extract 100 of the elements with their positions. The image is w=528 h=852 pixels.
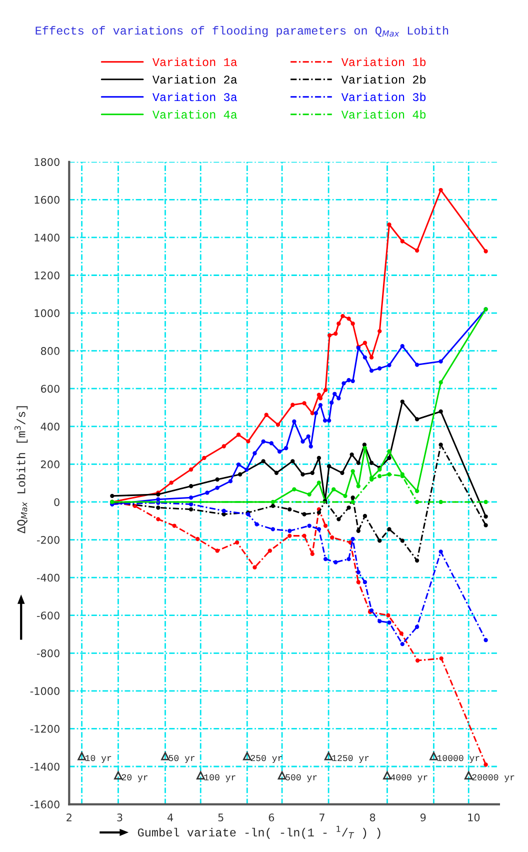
point (414, 488, 420, 494)
point (362, 514, 368, 518)
point (156, 517, 160, 522)
point (270, 527, 276, 532)
point (215, 548, 220, 553)
point (205, 490, 210, 495)
point (323, 524, 328, 528)
point (484, 249, 488, 254)
point (310, 470, 314, 475)
point (307, 524, 312, 528)
point (188, 496, 194, 500)
point (228, 479, 233, 484)
y-tick-label: 600 (40, 384, 60, 393)
point (316, 392, 322, 397)
point (330, 400, 334, 405)
ref-line-label: 1250 yr (332, 754, 369, 763)
point (386, 613, 390, 618)
point (314, 411, 318, 416)
point (484, 500, 488, 504)
point (378, 329, 382, 334)
point (414, 558, 420, 563)
ref-line-label: 20000 yr (472, 774, 514, 782)
point (330, 535, 334, 540)
y-tick-label: -200 (37, 536, 60, 544)
legend-label: Variation 1b (341, 57, 426, 66)
point (334, 332, 338, 336)
point (326, 418, 332, 423)
point (252, 451, 257, 456)
legend-label: Variation 4b (341, 110, 426, 119)
point (336, 517, 341, 522)
point (290, 459, 295, 464)
ref-line-label: 10 yr (85, 754, 112, 763)
point (336, 322, 341, 326)
x-tick-label: 3 (117, 814, 122, 822)
point (350, 536, 355, 542)
y-tick-label: 1200 (34, 271, 60, 280)
point (340, 470, 344, 475)
point (387, 472, 392, 476)
point (399, 631, 404, 636)
point (215, 486, 220, 490)
point (356, 580, 360, 584)
point (302, 401, 306, 406)
x-tick-label: 7 (320, 814, 324, 822)
point (356, 570, 360, 574)
legend-label: Variation 2a (152, 74, 238, 84)
point (288, 528, 292, 533)
y-tick-label: -1600 (30, 800, 60, 808)
point (400, 642, 404, 646)
point (318, 402, 323, 408)
point (387, 456, 392, 460)
point (387, 527, 392, 532)
point (356, 528, 360, 533)
point (350, 500, 355, 504)
point (414, 624, 420, 629)
point (387, 620, 392, 625)
point (439, 656, 444, 661)
legend-label: Variation 2b (341, 74, 426, 84)
legend-label: Variation 3a (152, 92, 238, 102)
point (302, 534, 306, 538)
point (414, 362, 420, 367)
point (438, 442, 443, 447)
point (378, 538, 382, 543)
point (172, 524, 176, 528)
point (438, 550, 443, 554)
point (323, 388, 328, 392)
point (369, 368, 374, 373)
x-tick-label: 5 (218, 814, 224, 822)
point (188, 502, 194, 506)
point (310, 552, 314, 556)
point (362, 446, 368, 450)
chart-title: Effects of variations of flooding parameters on Q$_{Max}$ Lobith (36, 26, 448, 37)
point (261, 459, 266, 464)
point (400, 538, 404, 543)
point (362, 580, 368, 584)
point (222, 508, 226, 513)
y-tick-label: 400 (40, 422, 60, 431)
point (234, 540, 240, 544)
x-tick-label: 8 (370, 814, 376, 822)
x-tick-label: 2 (66, 814, 72, 822)
point (369, 355, 374, 360)
point (414, 500, 420, 504)
point (274, 470, 279, 475)
point (236, 432, 241, 437)
point (350, 452, 354, 457)
point (438, 500, 443, 504)
point (336, 396, 341, 400)
point (356, 484, 360, 488)
ref-line-label: 10000 yr (437, 754, 480, 763)
point (215, 477, 220, 482)
point (202, 456, 206, 460)
point (343, 494, 348, 498)
point (188, 467, 194, 472)
point (350, 496, 355, 500)
point (414, 417, 420, 422)
point (484, 762, 488, 767)
point (346, 556, 351, 562)
point (288, 507, 292, 512)
point (188, 484, 194, 488)
x-tick-label: 10 (468, 814, 480, 822)
point (316, 527, 322, 532)
